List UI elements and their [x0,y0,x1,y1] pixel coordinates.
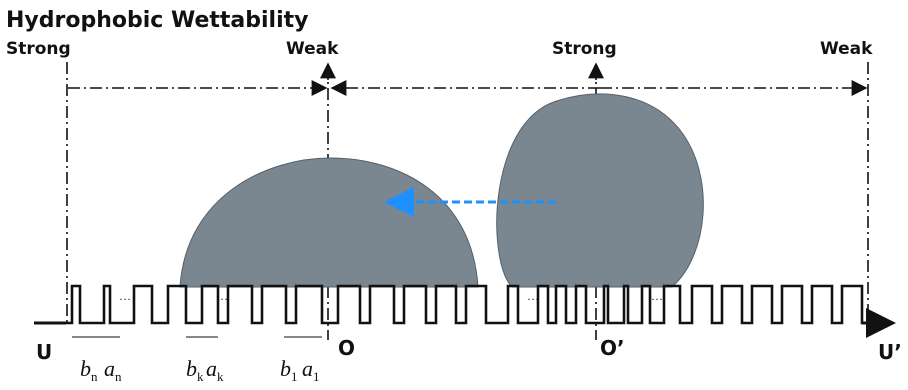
dim-label-bk: bk [186,356,204,384]
droplet-round [496,93,704,288]
ellipsis-3: … [527,289,539,303]
label-strong-left: Strong [6,39,71,59]
dim-label-a1: a1 [302,356,320,384]
ellipsis-1: … [119,289,131,303]
label-u-prime: U’ [878,340,902,364]
label-strong-right: Strong [552,39,617,59]
dim-label-ak: ak [206,356,224,384]
label-weak-left: Weak [286,39,339,59]
pillar-structure [66,284,864,325]
ellipsis-4: … [651,289,663,303]
dim-label-bn: bn [80,356,98,384]
label-o: O [338,336,355,360]
diagram-title: Hydrophobic Wettability [6,8,309,33]
label-u: U [36,340,52,364]
dim-label-an: an [104,356,122,384]
ellipsis-2: … [216,289,228,303]
dim-label-b1: b1 [280,356,298,384]
label-o-prime: O’ [600,336,625,360]
label-weak-right: Weak [820,39,873,59]
droplet-spread [179,157,479,288]
